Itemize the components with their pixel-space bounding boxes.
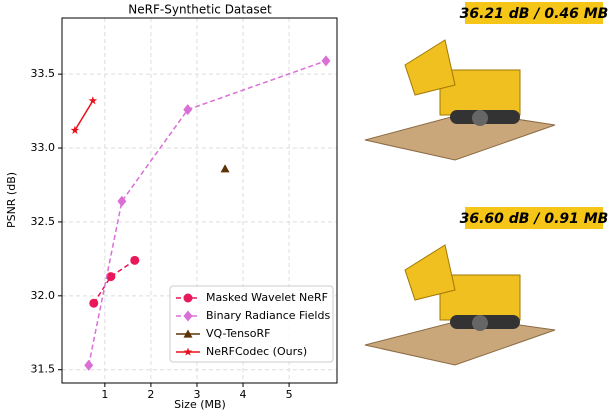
render-top: 36.21 dB / 0.46 MB bbox=[365, 2, 608, 160]
marker bbox=[106, 272, 115, 281]
x-tick-label: 5 bbox=[286, 388, 293, 401]
marker bbox=[184, 294, 193, 303]
marker bbox=[321, 55, 330, 66]
y-axis-label: PSNR (dB) bbox=[5, 172, 18, 228]
marker bbox=[89, 299, 98, 308]
render-bottom: 36.60 dB / 0.91 MB bbox=[365, 207, 608, 365]
y-tick-label: 31.5 bbox=[31, 363, 56, 376]
series-line bbox=[94, 260, 135, 303]
x-tick-label: 1 bbox=[101, 388, 108, 401]
x-tick-label: 4 bbox=[240, 388, 247, 401]
render-label: 36.60 dB / 0.91 MB bbox=[460, 211, 609, 227]
chart-title: NeRF-Synthetic Dataset bbox=[128, 3, 272, 17]
marker bbox=[130, 256, 139, 265]
y-tick-label: 32.5 bbox=[31, 215, 56, 228]
legend-label: Binary Radiance Fields bbox=[206, 309, 330, 322]
y-tick-label: 32.0 bbox=[31, 289, 56, 302]
y-tick-label: 33.0 bbox=[31, 141, 56, 154]
render-label: 36.21 dB / 0.46 MB bbox=[460, 6, 609, 22]
x-tick-label: 3 bbox=[193, 388, 200, 401]
marker bbox=[71, 126, 80, 134]
legend-label: NeRFCodec (Ours) bbox=[206, 345, 307, 358]
series-line bbox=[75, 101, 93, 131]
marker bbox=[84, 360, 93, 371]
legend-label: VQ-TensoRF bbox=[206, 327, 270, 340]
y-tick-label: 33.5 bbox=[31, 67, 56, 80]
marker bbox=[221, 164, 230, 172]
marker bbox=[89, 96, 98, 104]
x-tick-label: 2 bbox=[147, 388, 154, 401]
legend-label: Masked Wavelet NeRF bbox=[206, 291, 328, 304]
figure: 36.21 dB / 0.46 MB 36.60 dB / 0.91 MB Ne… bbox=[0, 0, 609, 415]
